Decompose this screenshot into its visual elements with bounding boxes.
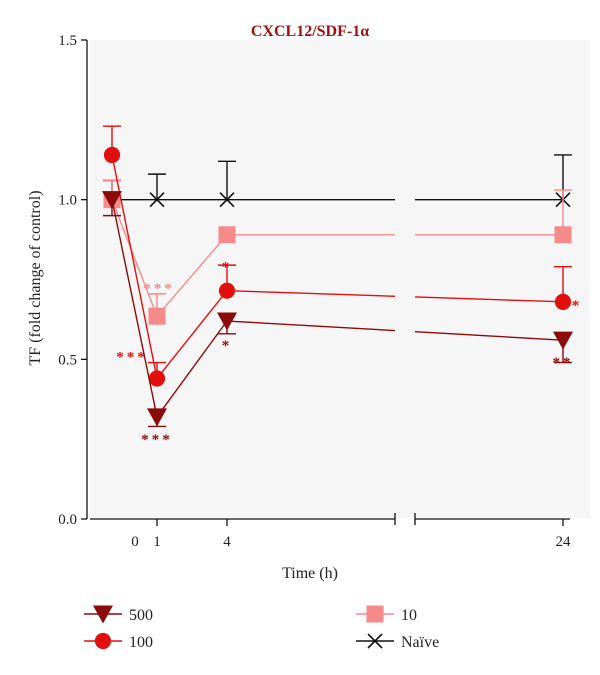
series-line [156,320,228,418]
x-tick-label: 1 [153,534,161,550]
x-tick-label: 24 [556,534,572,550]
x-tick-label: 4 [223,534,231,550]
data-point-triangle [102,191,122,210]
legend-item-500: 500 [84,605,153,624]
legend-item-naive: Naïve [356,633,439,651]
data-point-x [219,192,235,208]
legend-label: 500 [129,607,153,624]
data-point-x [149,192,165,208]
series-500: ****** [102,191,574,448]
legend: 500 100 10 Naïve [84,605,439,651]
y-tick-label: 1.5 [58,33,77,49]
data-point-triangle [217,312,237,331]
significance-label: ** [553,355,574,371]
significance-label: * [572,298,583,314]
y-tick-label: 1.0 [58,193,77,209]
significance-label: *** [143,281,175,297]
data-point-triangle [553,331,573,350]
legend-item-100: 100 [84,632,153,651]
significance-label: *** [141,432,173,448]
legend-label: 100 [129,634,153,651]
legend-item-10: 10 [356,605,417,624]
data-point-square [366,605,384,623]
data-point-circle [94,632,112,650]
data-point-circle [148,370,166,387]
y-tick-label: 0.0 [58,512,77,528]
series-layer: ************** [102,125,583,448]
plot-background [90,40,590,518]
x-tick-label: 0 [131,534,139,550]
series-line [156,234,228,317]
series-line [226,320,396,332]
x-marker-stroke [219,192,235,208]
data-point-square [218,226,236,244]
plot-area [90,40,590,518]
series-100: ***** [103,125,583,387]
series-line [414,296,564,303]
series-line [226,289,396,297]
chart-title: CXCL12/SDF-1α [251,23,369,40]
y-tick-label: 0.5 [58,352,77,368]
data-point-triangle [93,605,113,624]
legend-label: Naïve [401,634,439,651]
data-point-x [367,633,383,649]
significance-label: * [222,338,233,354]
series-line [414,331,564,341]
significance-label: * [222,260,233,276]
series-line [111,199,158,317]
data-point-circle [218,282,236,299]
y-axis-title: TF (fold change of control) [27,190,44,365]
data-point-circle [554,293,572,310]
x-marker-stroke [149,192,165,208]
significance-label: *** [116,349,148,365]
data-point-square [148,307,166,325]
series-line [156,290,228,379]
data-point-circle [103,146,121,164]
legend-label: 10 [401,607,417,624]
series-line [111,199,158,417]
data-point-triangle [147,408,167,427]
axes: 0.0 0.5 1.0 1.5 0 1 4 24 [58,33,571,550]
x-marker-stroke [367,633,383,649]
data-point-square [554,226,572,244]
x-axis-title: Time (h) [282,565,338,582]
